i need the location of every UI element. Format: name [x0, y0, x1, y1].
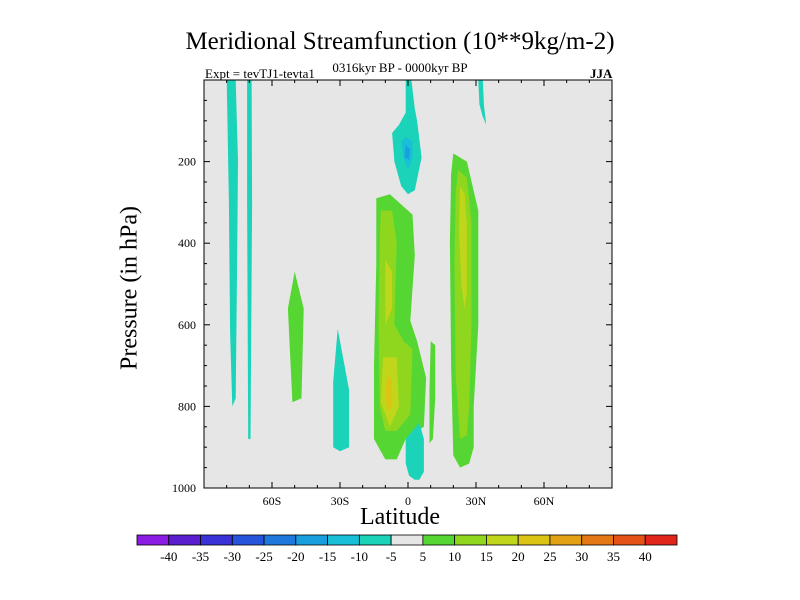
colorbar-box-2	[200, 534, 233, 546]
colorbar-box-12	[517, 534, 551, 546]
contour-region-6	[404, 145, 411, 160]
colorbar-box-13	[549, 534, 583, 546]
contour-region-9	[385, 259, 393, 325]
contour-region-16	[459, 186, 467, 309]
colorbar-label: -30	[224, 549, 241, 564]
x-axis-label: Latitude	[360, 504, 440, 530]
colorbar-label: -40	[160, 549, 177, 564]
colorbar-label: -35	[192, 549, 209, 564]
experiment-label: Expt = tevTJ1-tevta1	[205, 66, 315, 81]
contour-region-2	[287, 271, 304, 403]
colorbar-box-4	[263, 534, 297, 546]
contour-region-15	[454, 169, 472, 440]
colorbar-label: -20	[287, 549, 304, 564]
colorbar-label: -25	[255, 549, 272, 564]
colorbar-box-10	[454, 534, 487, 546]
contour-region-13	[429, 341, 436, 444]
colorbar-box-0	[136, 534, 170, 546]
colorbar-box-6	[327, 534, 360, 546]
colorbar-box-9	[422, 534, 456, 546]
colorbar-label: 30	[575, 549, 588, 564]
chart-subtitle: 0316kyr BP - 0000kyr BP	[332, 60, 468, 75]
colorbar-box-16	[644, 534, 678, 546]
contour-region-11	[385, 373, 393, 411]
colorbar-label: 35	[607, 549, 620, 564]
contour-region-17	[478, 80, 487, 125]
colorbar-box-5	[295, 534, 328, 546]
contour-region-0	[226, 80, 238, 407]
colorbar-box-11	[486, 534, 519, 546]
y-tick-label: 600	[178, 318, 196, 332]
y-tick-label: 400	[178, 236, 196, 250]
colorbar-box-1	[168, 534, 201, 546]
y-tick-label: 200	[178, 155, 196, 169]
x-tick-label: 30S	[331, 494, 350, 508]
colorbar-box-8	[390, 534, 424, 546]
y-tick-label: 1000	[172, 481, 196, 495]
colorbar-box-14	[581, 534, 614, 546]
contour-region-4	[392, 80, 422, 195]
contour-region-3	[333, 328, 350, 452]
colorbar-box-7	[358, 534, 392, 546]
x-tick-label: 60S	[263, 494, 282, 508]
colorbar-label: -5	[386, 549, 397, 564]
season-label: JJA	[590, 66, 613, 81]
x-tick-label: 60N	[534, 494, 555, 508]
colorbar-label: -10	[351, 549, 368, 564]
x-tick-label: 0	[405, 494, 411, 508]
colorbar-box-3	[231, 534, 265, 546]
colorbar-box-15	[613, 534, 646, 546]
colorbar-label: -15	[319, 549, 336, 564]
colorbar-label: 20	[512, 549, 525, 564]
y-tick-label: 800	[178, 399, 196, 413]
colorbar-label: 25	[543, 549, 556, 564]
contour-region-1	[247, 80, 253, 439]
colorbar-label: 15	[480, 549, 493, 564]
colorbar-label: 40	[639, 549, 652, 564]
colorbar-label: 10	[448, 549, 461, 564]
x-tick-label: 30N	[466, 494, 487, 508]
chart-title: Meridional Streamfunction (10**9kg/m-2)	[185, 28, 615, 55]
contour-region-12	[405, 422, 424, 480]
colorbar-label: 5	[420, 549, 427, 564]
